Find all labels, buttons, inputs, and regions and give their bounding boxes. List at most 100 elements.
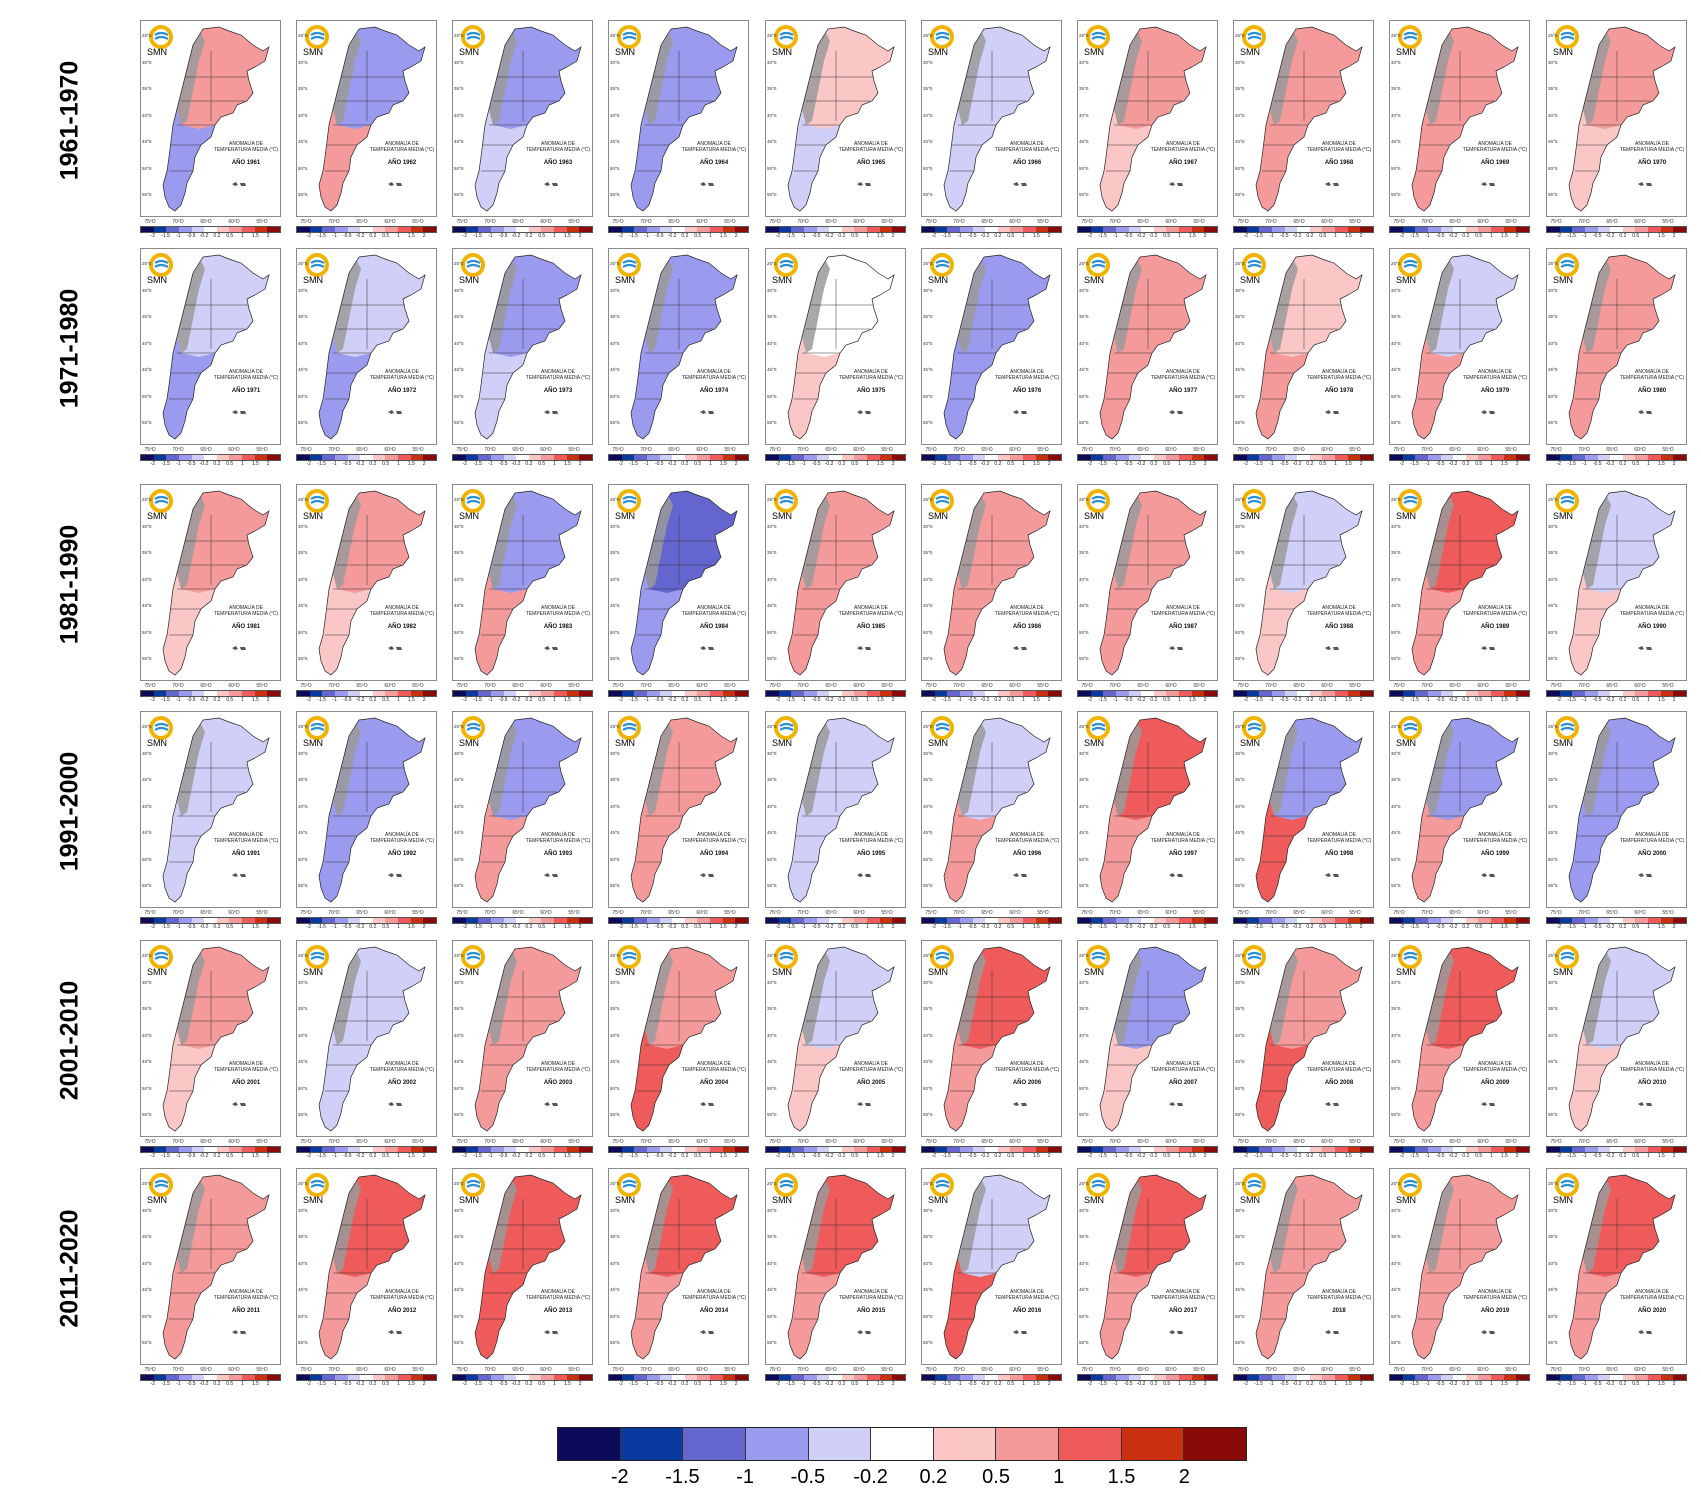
colorbar-swatch — [892, 918, 906, 923]
longitude-label: 55ºO — [1662, 1139, 1674, 1145]
mini-tick-label: 0.5 — [694, 1153, 702, 1159]
smn-logo-icon — [1555, 489, 1579, 513]
latitude-label: 55ºS — [1391, 420, 1401, 425]
year-map-panel: SMN 25ºS 30ºS 35ºS 40ºS 45ºS 50ºS 55ºS ANOMALÍA … — [608, 20, 749, 240]
colorbar-swatch — [141, 918, 154, 923]
latitude-label: 50ºS — [1391, 629, 1401, 635]
latitude-label: 30ºS — [1391, 59, 1401, 65]
latitude-label: 35ºS — [610, 314, 620, 319]
longitude-label: 60ºO — [228, 1367, 240, 1373]
longitude-labels: 75ºO 70ºO 65ºO 60ºO 55ºO — [1389, 1367, 1530, 1373]
mini-tick-label: 1 — [1647, 697, 1650, 703]
mini-tick-label: 0.5 — [226, 924, 234, 930]
longitude-label: 60ºO — [1477, 1367, 1489, 1373]
colorbar-swatch — [1284, 691, 1298, 696]
latitude-label: 45ºS — [1235, 830, 1245, 835]
colorbar-swatch — [1128, 455, 1142, 460]
mini-tick-label: 2 — [1203, 1381, 1207, 1387]
smn-logo-icon — [1242, 489, 1266, 513]
mini-tick-label: -0.2 — [199, 697, 209, 703]
longitude-label: 60ºO — [1165, 910, 1177, 916]
mini-tick-label: 0.5 — [226, 697, 234, 703]
map-frame: SMN 25ºS 30ºS 35ºS 40ºS 45ºS 50ºS 55ºS ANOMALÍA … — [452, 711, 593, 908]
mini-tick-label: -0.5 — [186, 461, 196, 467]
smn-logo-icon — [930, 716, 954, 740]
longitude-label: 70ºO — [484, 447, 496, 453]
mini-tick-label: -1 — [1269, 1153, 1274, 1159]
latitude-label: 40ºS — [923, 112, 933, 118]
latitude-label: 25ºS — [142, 1181, 152, 1186]
year-map-panel: SMN 25ºS 30ºS 35ºS 40ºS 45ºS 50ºS 55ºS ANOMALÍA … — [608, 484, 749, 704]
mini-tick-label: 0.5 — [226, 1153, 234, 1159]
map-frame: SMN 25ºS 30ºS 35ºS 40ºS 45ºS 50ºS 55ºS ANOMALÍA … — [1389, 248, 1530, 445]
longitude-label: 65ºO — [1449, 447, 1461, 453]
longitude-label: 55ºO — [1193, 219, 1205, 225]
mini-tick-label: 1 — [1490, 461, 1493, 467]
latitude-label: 25ºS — [298, 261, 308, 266]
colorbar-swatch — [528, 1147, 542, 1152]
mini-tick-label: 0.5 — [1007, 461, 1015, 467]
colorbar-swatch — [1335, 455, 1348, 460]
colorbar-swatch — [322, 918, 335, 923]
latitude-label: 55ºS — [1235, 1112, 1245, 1117]
latitude-label: 25ºS — [454, 33, 464, 38]
longitude-label: 60ºO — [696, 1139, 708, 1145]
latitude-label: 45ºS — [1548, 830, 1558, 835]
anomaly-title: ANOMALÍA DE TEMPERATURA MEDIA (°C) — [1462, 141, 1528, 153]
argentina-anomaly-map — [630, 717, 738, 903]
andes-terrain — [1426, 261, 1454, 353]
anomaly-title: ANOMALÍA DE TEMPERATURA MEDIA (°C) — [838, 369, 904, 381]
anomaly-title: ANOMALÍA DE TEMPERATURA MEDIA (°C) — [838, 1289, 904, 1301]
latitude-label: 40ºS — [610, 1260, 620, 1266]
mini-tick-label: -1 — [488, 1381, 493, 1387]
colorbar-swatch — [735, 455, 749, 460]
year-map-panel: SMN 25ºS 30ºS 35ºS 40ºS 45ºS 50ºS 55ºS ANOMALÍA … — [296, 711, 437, 931]
longitude-label: 55ºO — [1349, 447, 1361, 453]
malvinas-islands — [1638, 1102, 1652, 1106]
colorbar-swatch — [1440, 918, 1454, 923]
smn-logo-icon — [617, 253, 641, 277]
mini-tick-label: -0.5 — [342, 924, 352, 930]
latitude-label: 35ºS — [1235, 314, 1245, 319]
legend-tick-label: 1.5 — [1107, 1466, 1136, 1488]
andes-terrain — [802, 497, 830, 589]
year-label: AÑO 1988 — [1324, 624, 1354, 630]
andes-terrain — [1270, 953, 1298, 1045]
mini-tick-label: 2 — [734, 697, 738, 703]
latitude-label: 45ºS — [610, 1287, 620, 1292]
longitude-labels: 75ºO 70ºO 65ºO 60ºO 55ºO — [296, 447, 437, 453]
colorbar-swatch — [722, 1375, 736, 1380]
malvinas-islands — [700, 646, 714, 650]
latitude-label: 30ºS — [1079, 287, 1089, 293]
colorbar-swatch — [1360, 918, 1374, 923]
latitude-label: 35ºS — [1235, 777, 1245, 782]
longitude-label: 70ºO — [797, 447, 809, 453]
year-label: AÑO 1961 — [231, 160, 261, 166]
colorbar-swatch — [347, 691, 361, 696]
colorbar-swatch — [710, 227, 723, 232]
latitude-label: 55ºS — [298, 192, 308, 197]
latitude-label: 55ºS — [1391, 656, 1401, 661]
latitude-label: 25ºS — [923, 261, 933, 266]
latitude-label: 50ºS — [454, 1313, 464, 1319]
longitude-label: 65ºO — [512, 447, 524, 453]
colorbar-swatch — [1297, 1375, 1310, 1380]
malvinas-islands — [544, 1102, 558, 1106]
colorbar-swatch — [1078, 455, 1091, 460]
mini-colorbar — [296, 454, 437, 461]
map-frame: SMN 25ºS 30ºS 35ºS 40ºS 45ºS 50ºS 55ºS ANOMALÍA … — [608, 20, 749, 217]
longitude-label: 60ºO — [540, 1139, 552, 1145]
colorbar-swatch — [841, 691, 855, 696]
colorbar-swatch — [1191, 455, 1205, 460]
longitude-labels: 75ºO 70ºO 65ºO 60ºO 55ºO — [452, 219, 593, 225]
smn-logo-icon — [617, 945, 641, 969]
latitude-label: 40ºS — [298, 340, 308, 346]
argentina-anomaly-map — [162, 490, 270, 676]
andes-terrain — [802, 953, 830, 1045]
colorbar-swatch — [1610, 455, 1623, 460]
colorbar-swatch — [1259, 227, 1272, 232]
longitude-label: 55ºO — [881, 1367, 893, 1373]
colorbar-swatch — [216, 918, 230, 923]
longitude-labels: 75ºO 70ºO 65ºO 60ºO 55ºO — [1077, 910, 1218, 916]
mini-tick-label: -0.2 — [667, 697, 677, 703]
